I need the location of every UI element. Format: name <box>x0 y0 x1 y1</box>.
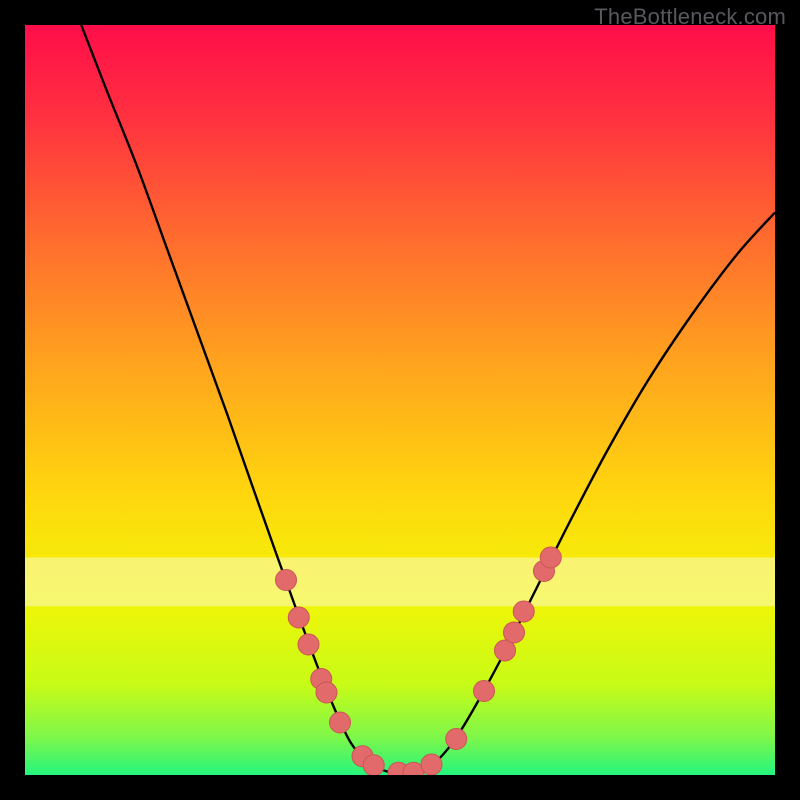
curve-marker <box>316 682 337 703</box>
watermark-text: TheBottleneck.com <box>594 4 786 30</box>
curve-marker <box>288 607 309 628</box>
curve-marker <box>363 755 384 776</box>
curve-marker <box>513 601 534 622</box>
curve-marker <box>421 754 442 775</box>
curve-marker <box>446 729 467 750</box>
curve-marker <box>276 570 297 591</box>
chart-container: TheBottleneck.com <box>0 0 800 800</box>
pale-band <box>25 558 775 607</box>
bottleneck-chart <box>0 0 800 800</box>
gradient-background <box>25 25 775 775</box>
curve-marker <box>504 622 525 643</box>
curve-marker <box>298 634 319 655</box>
curve-marker <box>474 681 495 702</box>
curve-marker <box>540 547 561 568</box>
curve-marker <box>330 712 351 733</box>
